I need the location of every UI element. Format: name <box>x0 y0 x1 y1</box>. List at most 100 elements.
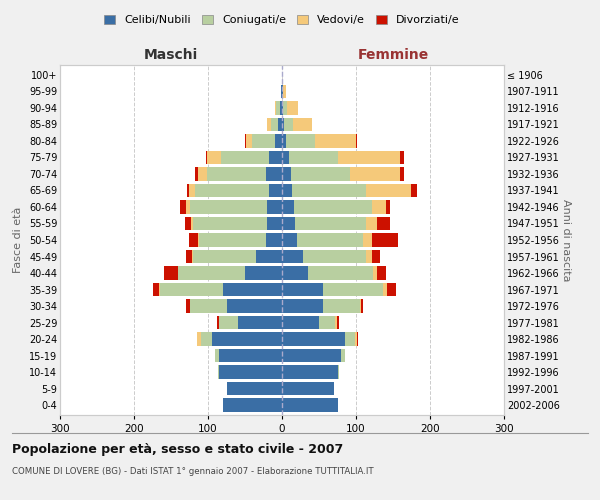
Bar <box>282 300 323 312</box>
Bar <box>387 283 396 296</box>
Bar <box>291 168 350 180</box>
Bar <box>283 85 286 98</box>
Bar <box>371 250 380 263</box>
Bar <box>227 300 282 312</box>
Bar <box>377 266 386 280</box>
Bar <box>282 217 295 230</box>
Bar <box>365 217 377 230</box>
Bar <box>294 200 371 213</box>
Bar <box>282 151 289 164</box>
Bar <box>267 118 271 131</box>
Bar <box>253 134 275 147</box>
Bar <box>194 184 269 197</box>
Bar <box>411 184 416 197</box>
Bar <box>373 266 377 280</box>
Bar <box>207 151 221 164</box>
Bar <box>365 250 371 263</box>
Bar <box>295 217 365 230</box>
Bar <box>227 382 282 395</box>
Bar <box>186 250 192 263</box>
Bar <box>247 134 253 147</box>
Bar <box>282 184 292 197</box>
Bar <box>193 250 256 263</box>
Bar <box>341 349 345 362</box>
Bar <box>360 300 361 312</box>
Bar <box>238 316 282 329</box>
Bar <box>367 184 411 197</box>
Bar <box>153 283 159 296</box>
Bar <box>223 283 282 296</box>
Text: Maschi: Maschi <box>144 48 198 62</box>
Bar <box>282 283 323 296</box>
Bar <box>284 118 293 131</box>
Legend: Celibi/Nubili, Coniugati/e, Vedovi/e, Divorziati/e: Celibi/Nubili, Coniugati/e, Vedovi/e, Di… <box>100 10 464 30</box>
Bar <box>282 118 284 131</box>
Bar <box>271 118 278 131</box>
Bar <box>282 102 283 114</box>
Bar <box>345 332 355 345</box>
Bar <box>269 151 282 164</box>
Bar <box>282 134 286 147</box>
Bar <box>282 266 308 280</box>
Bar <box>221 151 269 164</box>
Bar <box>199 234 266 246</box>
Bar <box>178 266 245 280</box>
Bar <box>286 134 316 147</box>
Bar <box>335 316 337 329</box>
Bar <box>282 168 291 180</box>
Bar <box>372 234 398 246</box>
Y-axis label: Fasce di età: Fasce di età <box>13 207 23 273</box>
Bar <box>282 366 337 378</box>
Bar <box>245 266 282 280</box>
Bar <box>256 250 282 263</box>
Bar <box>269 184 282 197</box>
Bar <box>200 332 212 345</box>
Bar <box>356 134 358 147</box>
Text: Popolazione per età, sesso e stato civile - 2007: Popolazione per età, sesso e stato civil… <box>12 442 343 456</box>
Text: COMUNE DI LOVERE (BG) - Dati ISTAT 1° gennaio 2007 - Elaborazione TUTTITALIA.IT: COMUNE DI LOVERE (BG) - Dati ISTAT 1° ge… <box>12 468 374 476</box>
Bar <box>280 102 282 114</box>
Bar <box>282 200 294 213</box>
Bar <box>196 168 197 180</box>
Bar <box>282 398 337 411</box>
Bar <box>316 134 356 147</box>
Bar <box>400 151 404 164</box>
Bar <box>185 217 191 230</box>
Bar <box>266 168 282 180</box>
Bar <box>293 118 311 131</box>
Bar <box>282 234 297 246</box>
Bar <box>276 102 280 114</box>
Bar <box>206 168 266 180</box>
Bar <box>223 398 282 411</box>
Bar <box>278 118 282 131</box>
Bar <box>337 316 339 329</box>
Bar <box>287 102 298 114</box>
Bar <box>303 250 365 263</box>
Bar <box>197 168 206 180</box>
Bar <box>191 217 193 230</box>
Bar <box>282 316 319 329</box>
Bar <box>337 151 400 164</box>
Bar <box>319 316 335 329</box>
Bar <box>218 366 219 378</box>
Bar <box>377 217 390 230</box>
Bar <box>189 234 197 246</box>
Y-axis label: Anni di nascita: Anni di nascita <box>561 198 571 281</box>
Bar <box>282 250 303 263</box>
Bar <box>282 349 341 362</box>
Bar <box>219 366 282 378</box>
Bar <box>357 332 358 345</box>
Bar <box>197 332 200 345</box>
Bar <box>266 234 282 246</box>
Bar <box>297 234 364 246</box>
Bar <box>383 283 387 296</box>
Bar <box>190 200 267 213</box>
Bar <box>361 300 364 312</box>
Bar <box>308 266 373 280</box>
Bar <box>189 184 194 197</box>
Bar <box>275 134 282 147</box>
Text: Femmine: Femmine <box>358 48 428 62</box>
Bar <box>215 349 219 362</box>
Bar <box>282 332 345 345</box>
Bar <box>281 85 282 98</box>
